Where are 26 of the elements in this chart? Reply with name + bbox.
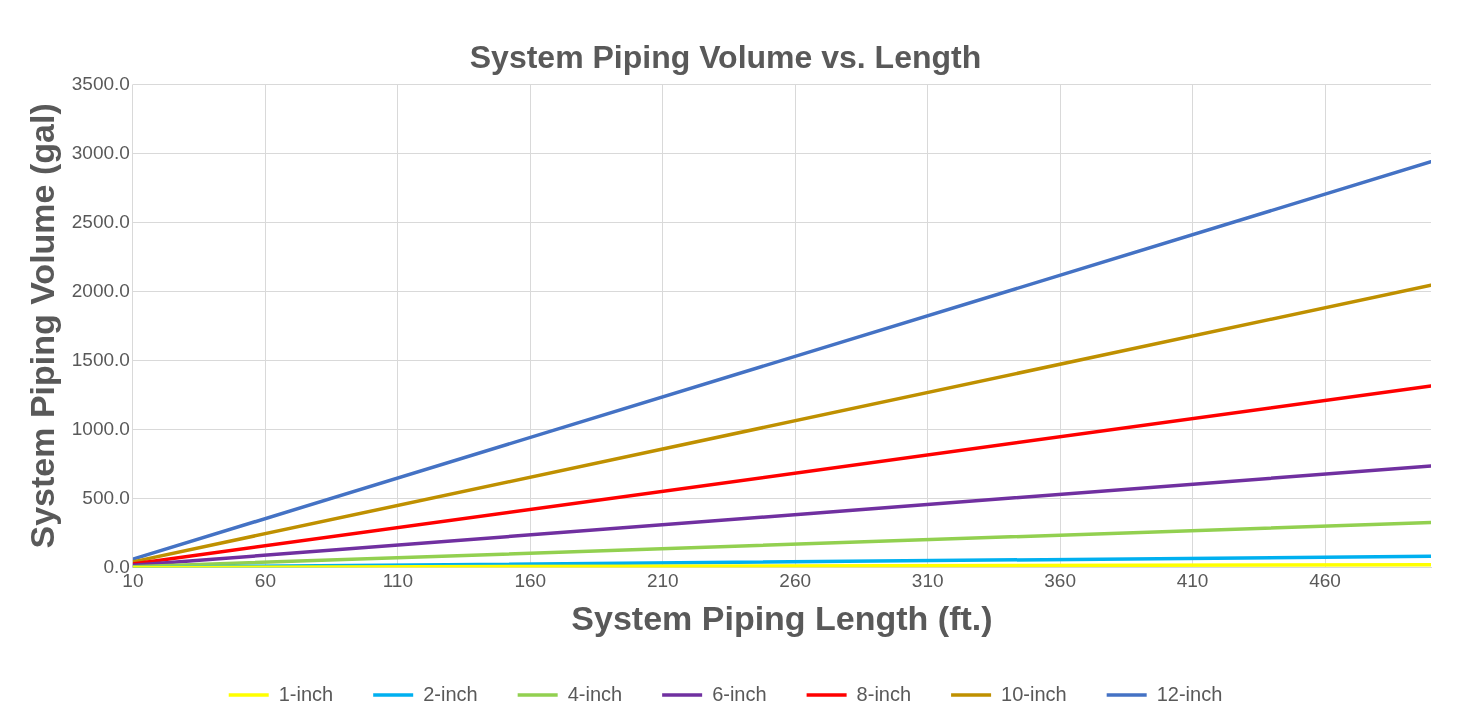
legend-label: 10-inch [1001, 682, 1067, 705]
legend-label: 8-inch [856, 682, 912, 705]
legend-label: 6-inch [712, 682, 767, 705]
legend-label: 1-inch [278, 682, 334, 705]
x-tick-label: 310 [911, 570, 944, 592]
x-tick-label: 360 [1044, 570, 1076, 592]
legend-label: 2-inch [423, 682, 478, 705]
y-tick-label: 2500.0 [71, 210, 130, 232]
y-tick-label: 1500.0 [71, 348, 130, 370]
y-tick-label: 3500.0 [71, 72, 130, 94]
x-tick-label: 460 [1309, 570, 1341, 592]
y-tick-label: 500.0 [82, 486, 130, 508]
x-tick-label: 410 [1176, 570, 1209, 592]
y-tick-label: 1000.0 [71, 417, 130, 439]
y-tick-label: 3000.0 [71, 141, 130, 163]
x-tick-label: 210 [646, 570, 679, 592]
x-tick-label: 260 [779, 570, 812, 592]
chart-title: System Piping Volume vs. Length [469, 39, 982, 76]
x-tick-label: 160 [514, 570, 547, 592]
y-axis-title: System Piping Volume (gal) [22, 103, 61, 549]
y-tick-label: 2000.0 [71, 279, 130, 301]
x-tick-label: 60 [254, 570, 276, 592]
x-axis-title: System Piping Length (ft.) [571, 598, 993, 637]
x-tick-label: 110 [382, 570, 413, 592]
legend-label: 4-inch [567, 682, 623, 705]
legend-label: 12-inch [1156, 682, 1223, 705]
